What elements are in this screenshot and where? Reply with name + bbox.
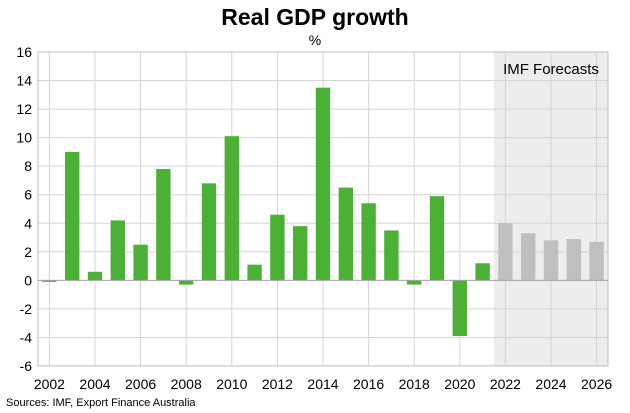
bar-forecast-2024 xyxy=(543,240,559,281)
bar-forecast-2026 xyxy=(589,241,604,281)
plot-frame xyxy=(37,51,609,367)
x-tick-label: 2018 xyxy=(399,376,430,392)
bar-2011 xyxy=(247,264,262,281)
bar-forecast-2023 xyxy=(521,233,536,281)
y-tick-label: -4 xyxy=(20,329,33,345)
bar-2008 xyxy=(179,280,194,285)
chart-title: Real GDP growth xyxy=(221,4,409,30)
x-tick-label: 2012 xyxy=(262,376,293,392)
bar-2021 xyxy=(475,263,490,281)
bar-2017 xyxy=(384,230,399,281)
bar-2018 xyxy=(407,280,422,285)
x-tick-label: 2006 xyxy=(125,376,156,392)
bar-2020 xyxy=(452,280,467,337)
bar-forecast-2022 xyxy=(498,223,513,281)
y-tick-label: -2 xyxy=(20,301,33,317)
y-tick-label: 14 xyxy=(16,73,32,89)
x-tick-label: 2014 xyxy=(307,376,338,392)
y-tick-label: 0 xyxy=(24,272,32,288)
x-tick-label: 2016 xyxy=(353,376,384,392)
chart-unit-label: % xyxy=(308,32,322,48)
x-tick-label: 2020 xyxy=(444,376,475,392)
y-tick-label: 2 xyxy=(24,244,32,260)
y-tick-label: 10 xyxy=(16,130,32,146)
x-tick-label: 2008 xyxy=(171,376,202,392)
chart-source-note: Sources: IMF, Export Finance Australia xyxy=(6,397,196,409)
bar-forecast-2025 xyxy=(566,238,581,281)
bar-2003 xyxy=(65,151,80,281)
y-tick-label: 16 xyxy=(16,44,32,60)
y-tick-label: 12 xyxy=(16,101,32,117)
x-tick-label: 2010 xyxy=(216,376,247,392)
y-tick-label: 8 xyxy=(24,158,32,174)
bar-2019 xyxy=(429,196,445,281)
x-tick-label: 2026 xyxy=(581,376,612,392)
bar-2012 xyxy=(270,214,285,281)
forecast-label: IMF Forecasts xyxy=(503,61,599,78)
y-tick-label: 6 xyxy=(24,187,32,203)
bar-2014 xyxy=(315,87,331,281)
y-tick-label: -6 xyxy=(20,358,33,374)
bar-2002 xyxy=(42,280,57,282)
bar-2010 xyxy=(224,136,239,281)
bar-2005 xyxy=(110,220,125,281)
y-tick-label: 4 xyxy=(24,215,32,231)
x-tick-label: 2004 xyxy=(79,376,110,392)
bar-2015 xyxy=(338,187,353,281)
bar-2006 xyxy=(133,244,148,281)
bar-2009 xyxy=(201,183,217,281)
bar-2016 xyxy=(361,203,376,281)
x-tick-label: 2022 xyxy=(490,376,521,392)
x-tick-label: 2002 xyxy=(34,376,65,392)
bar-2004 xyxy=(87,271,103,281)
bar-2013 xyxy=(293,226,308,281)
x-tick-label: 2024 xyxy=(535,376,566,392)
bar-2007 xyxy=(156,169,171,281)
